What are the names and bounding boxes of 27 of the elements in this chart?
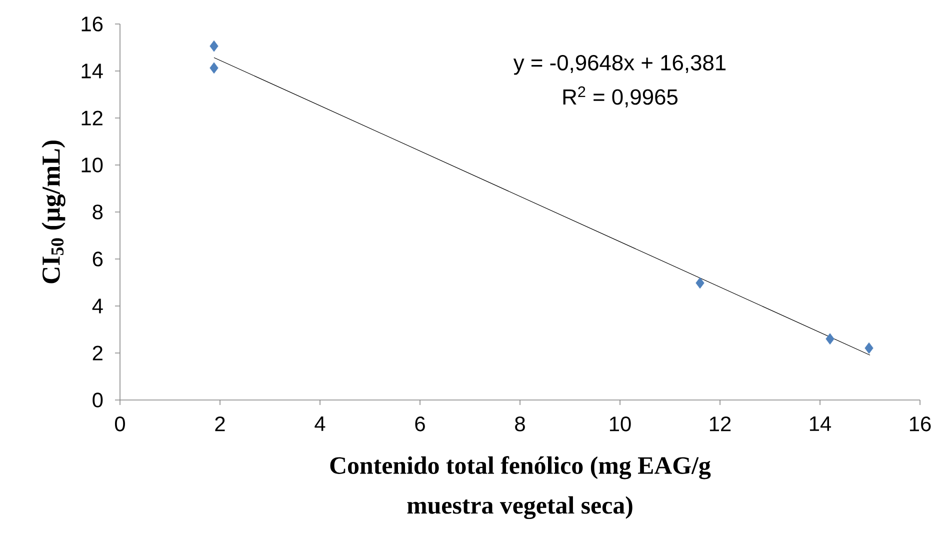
y-tick-label: 8 bbox=[92, 204, 103, 220]
y-tick-label: 16 bbox=[82, 16, 103, 32]
y-tick-label: 12 bbox=[82, 110, 102, 126]
y-tick-label: 2 bbox=[92, 346, 102, 360]
point bbox=[826, 333, 834, 345]
x-tick-label: 2 bbox=[215, 416, 225, 432]
point bbox=[696, 277, 704, 289]
y-tick-label: 0 bbox=[92, 392, 103, 408]
x-tick-label: 6 bbox=[415, 416, 425, 432]
x-tick-label: 0 bbox=[114, 416, 125, 432]
y-tick-label: 4 bbox=[92, 298, 103, 314]
point bbox=[864, 342, 874, 354]
y-axis-title: CI$_{50}$ (µg/mL) bbox=[42, 140, 66, 284]
y-tick-label: 10 bbox=[82, 158, 103, 172]
x-tick-label: 14 bbox=[810, 416, 832, 431]
x-tick-label: 16 bbox=[910, 416, 931, 432]
annotation: R$^{2}$ = 0,9965 bbox=[563, 86, 678, 108]
point bbox=[210, 40, 218, 52]
x-tick-label: 4 bbox=[314, 416, 326, 431]
x-axis-title: Contenido total fenólico (mg EAG/g muestra vegetal seca) bbox=[330, 456, 711, 520]
annotation: y = -0,9648x + 16,381 bbox=[513, 54, 726, 75]
y-tick-label: 6 bbox=[92, 252, 103, 266]
x-tick-label: 8 bbox=[515, 416, 525, 432]
y-tick-label: 14 bbox=[82, 64, 103, 78]
x-tick-label: 10 bbox=[610, 416, 631, 432]
x-tick-label: 12 bbox=[710, 416, 731, 432]
point bbox=[210, 62, 218, 74]
